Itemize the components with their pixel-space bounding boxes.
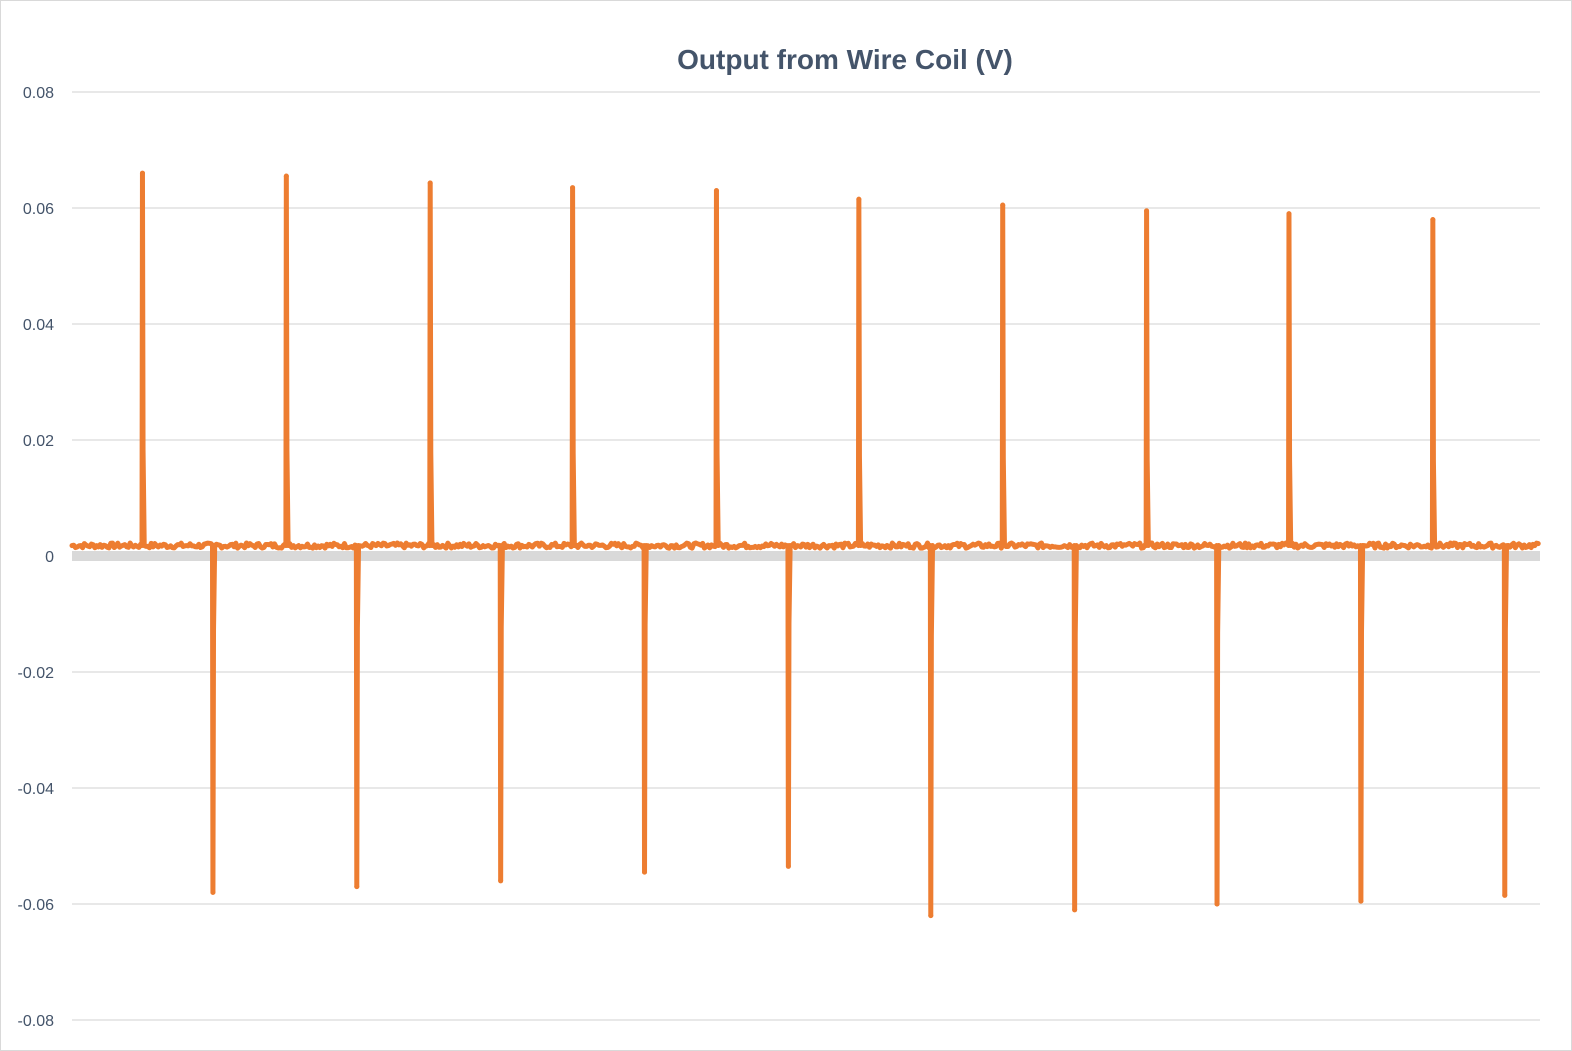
- negative-peak-point: [210, 889, 216, 895]
- negative-peak-point: [1358, 898, 1364, 904]
- negative-peak-point: [928, 913, 934, 919]
- positive-peak-point: [139, 170, 145, 176]
- negative-peak-point: [785, 863, 791, 869]
- negative-peak-point: [1214, 901, 1220, 907]
- positive-peak-point: [427, 180, 433, 186]
- y-tick-label: 0.04: [23, 317, 54, 334]
- positive-peak-point: [570, 185, 576, 191]
- y-tick-label: 0.08: [23, 85, 54, 102]
- y-tick-label: 0.02: [23, 433, 54, 450]
- negative-peak-point: [1502, 892, 1508, 898]
- positive-peak-point: [283, 173, 289, 179]
- y-tick-label: -0.02: [18, 665, 55, 682]
- positive-peak-point: [1286, 211, 1292, 217]
- positive-peak-point: [1144, 208, 1150, 214]
- positive-peak-point: [713, 188, 719, 194]
- y-tick-label: -0.08: [18, 1013, 55, 1030]
- positive-peak-point: [856, 196, 862, 202]
- y-tick-label: 0.06: [23, 201, 54, 218]
- negative-peak-point: [1072, 907, 1078, 913]
- negative-peak-point: [642, 869, 648, 875]
- chart-title: Output from Wire Coil (V): [677, 44, 1013, 75]
- gridlines: [72, 91, 1540, 1021]
- y-tick-label: -0.04: [18, 781, 55, 798]
- positive-peak-point: [1430, 217, 1436, 223]
- series-line: [69, 170, 1541, 919]
- positive-peak-point: [1000, 202, 1006, 208]
- series-layer: [69, 170, 1541, 919]
- y-axis: 0.08 0.06 0.04 0.02 0 -0.02 -0.04 -0.06 -0.08: [18, 85, 55, 1030]
- y-tick-label: -0.06: [18, 897, 55, 914]
- negative-peak-point: [354, 884, 360, 890]
- y-tick-label: 0: [45, 549, 54, 566]
- negative-peak-point: [498, 878, 504, 884]
